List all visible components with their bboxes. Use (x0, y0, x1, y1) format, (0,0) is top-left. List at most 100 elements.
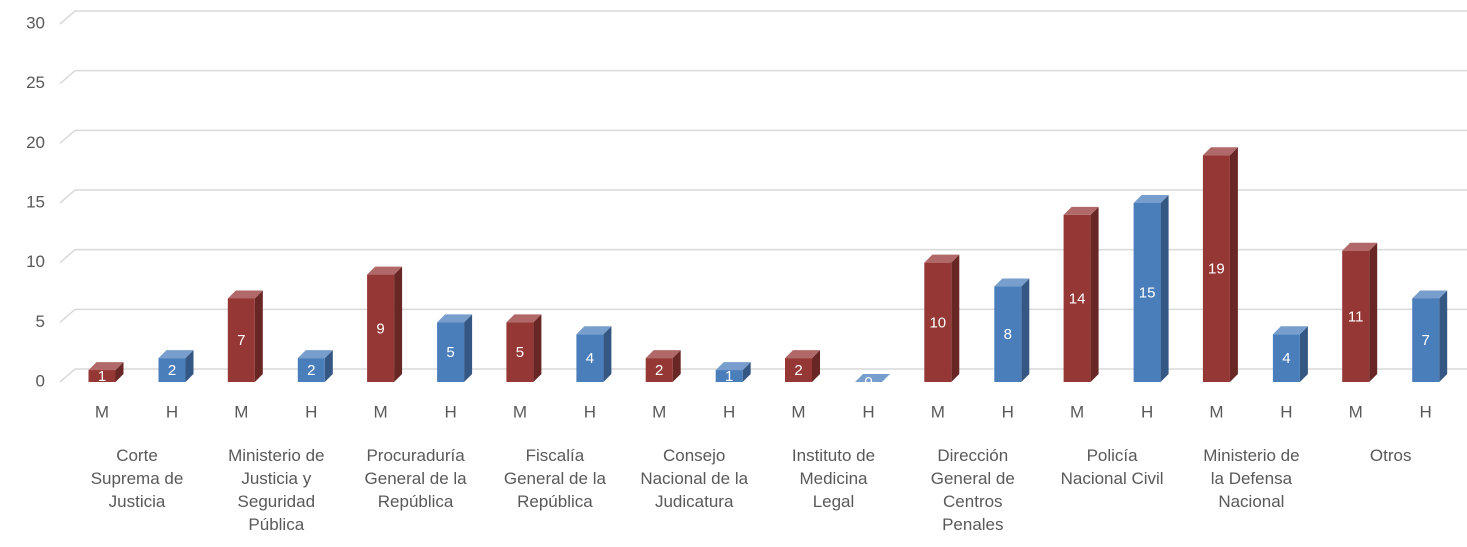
data-label: 2 (307, 362, 315, 379)
grid-line (59, 308, 1467, 323)
bar-side (951, 254, 960, 382)
category-label-line: Medicina (799, 469, 868, 488)
bar (1412, 298, 1440, 382)
series-label: M (931, 402, 945, 421)
data-label: 8 (1004, 326, 1012, 343)
category-label-line: Procuraduría (366, 446, 465, 465)
data-label: 1 (725, 368, 733, 385)
bar-top (1412, 290, 1448, 299)
category-label-line: Nacional (1218, 492, 1284, 511)
data-label: 9 (376, 320, 384, 337)
category-label-line: Dirección (937, 446, 1008, 465)
category-label-line: Ministerio de (1203, 446, 1299, 465)
category-label: Corte Suprema de Justicia (91, 446, 184, 511)
bar-top (645, 350, 681, 359)
bar (367, 274, 395, 382)
bar-side (254, 290, 263, 382)
category-label-line: Justicia (109, 492, 166, 511)
bar (506, 322, 534, 382)
data-label: 11 (1348, 308, 1364, 325)
series-label: H (1420, 402, 1432, 421)
bar (1272, 334, 1300, 382)
bar-side (1439, 290, 1448, 382)
data-label: 19 (1208, 261, 1225, 278)
category-label-line: Legal (813, 492, 855, 511)
bar-top (576, 326, 612, 335)
bar-side (324, 350, 333, 382)
data-label: 14 (1069, 290, 1086, 307)
series-label: M (791, 402, 805, 421)
series-label: M (513, 402, 527, 421)
bar-top (1063, 206, 1099, 215)
bar-side (812, 350, 820, 382)
series-label: M (652, 402, 666, 421)
bar (227, 298, 255, 382)
bar (297, 358, 325, 382)
bar-side (1160, 195, 1169, 382)
grid-line (59, 129, 1467, 144)
bar-top (158, 350, 194, 359)
series-label: M (234, 402, 248, 421)
data-label: 2 (168, 362, 176, 379)
category-label: Procuraduría General de la República (365, 446, 468, 511)
category-label-line: Penales (942, 515, 1003, 534)
bar-side (533, 314, 542, 382)
bar (715, 370, 743, 382)
grid-line (59, 189, 1467, 204)
y-tick-label: 5 (36, 312, 45, 331)
data-label: 0 (864, 374, 872, 391)
category-label: Instituto de Medicina Legal (792, 446, 875, 511)
y-tick-label: 20 (26, 133, 45, 152)
bar-side (742, 362, 751, 382)
category-label-line: República (517, 492, 593, 511)
bar-top (227, 290, 263, 299)
bar-top (297, 350, 333, 359)
series-label: H (1141, 402, 1153, 421)
data-label: 4 (1282, 350, 1290, 367)
data-label: 2 (655, 362, 663, 379)
category-label-line: Consejo (663, 446, 725, 465)
category-label-line: Seguridad (238, 492, 316, 511)
bar (1063, 214, 1091, 382)
data-label: 4 (586, 350, 594, 367)
bar (1342, 250, 1370, 382)
grid-line (59, 248, 1467, 264)
series-label: M (95, 402, 109, 421)
bar-side (1369, 242, 1378, 382)
bar-top (1272, 326, 1308, 335)
bar-side (115, 362, 124, 382)
bar-top (1133, 195, 1169, 203)
bar-top (1342, 242, 1378, 251)
category-label: Policía Nacional Civil (1061, 446, 1164, 488)
y-tick-label: 0 (36, 371, 45, 390)
bar (994, 286, 1022, 382)
category-label-line: Otros (1370, 446, 1412, 465)
data-label: 1 (98, 368, 106, 385)
series-label: H (723, 402, 735, 421)
series-label: M (1349, 402, 1363, 421)
category-label-line: Corte (116, 446, 158, 465)
bar-top (855, 374, 890, 382)
data-label: 5 (516, 344, 524, 361)
bar-top (88, 362, 124, 371)
bar-side (1229, 147, 1238, 382)
series-label: H (1280, 402, 1292, 421)
category-label-line: General de (931, 469, 1015, 488)
bar-side (1021, 278, 1030, 382)
category-label: Consejo Nacional de la Judicatura (640, 446, 748, 511)
category-label: Ministerio de la Defensa Nacional (1203, 446, 1299, 511)
category-label-line: Pública (248, 515, 304, 534)
bar-top (506, 314, 542, 323)
bar-top (1202, 147, 1238, 156)
bar-side (185, 350, 194, 382)
y-tick-label: 15 (26, 192, 45, 211)
series-label: M (1209, 402, 1223, 421)
bar-side (672, 350, 681, 382)
bar-side (1299, 326, 1308, 382)
category-label-line: General de la (365, 469, 468, 488)
series-label: H (444, 402, 456, 421)
data-label: 10 (929, 314, 946, 331)
category-label-line: Centros (943, 492, 1003, 511)
